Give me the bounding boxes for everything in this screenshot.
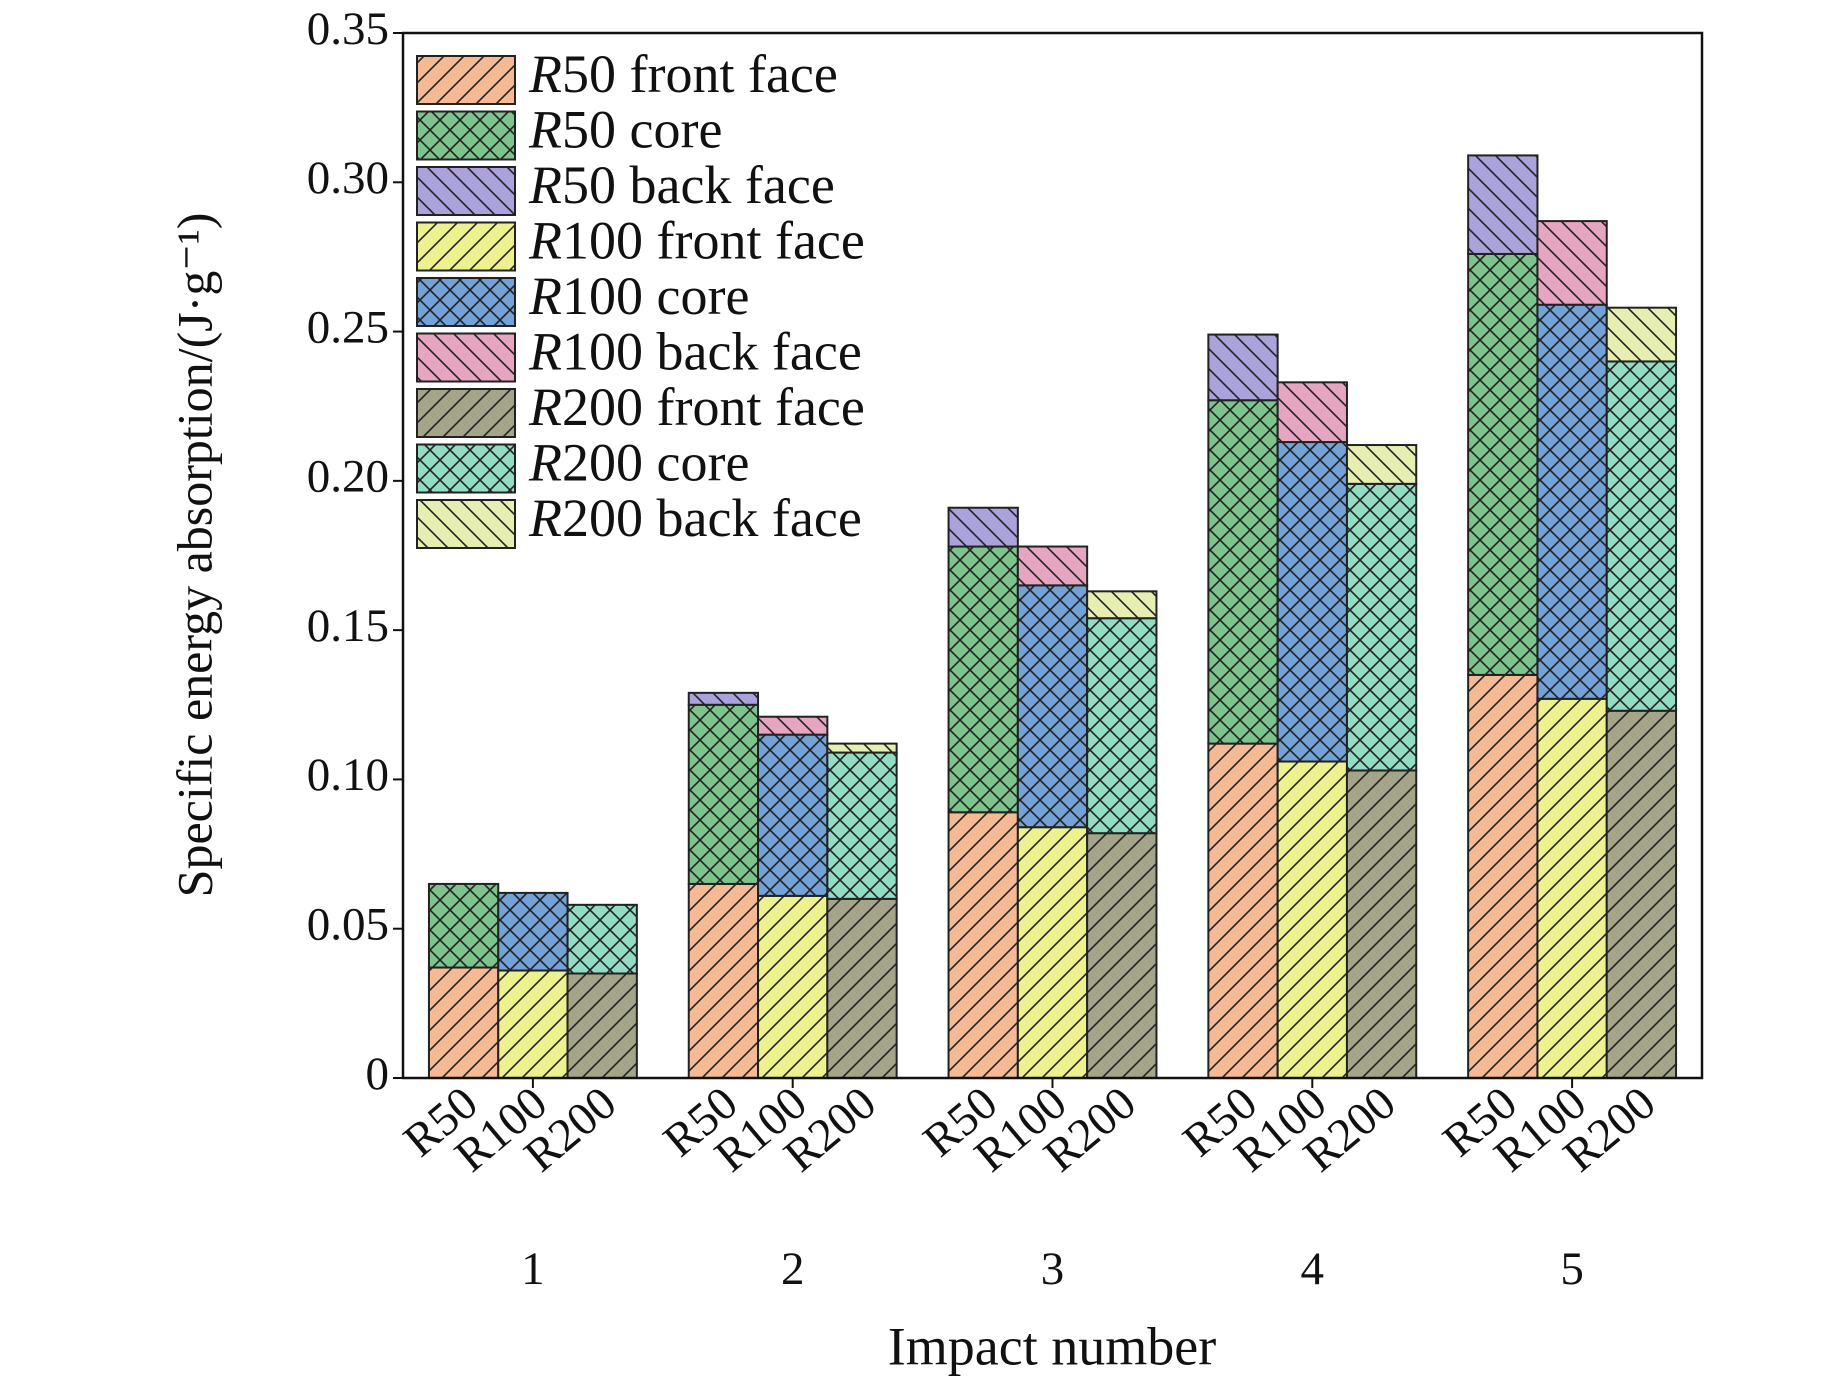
legend-label: R200 back face bbox=[528, 488, 862, 548]
legend-label: R100 core bbox=[528, 266, 749, 326]
legend-label: R100 back face bbox=[528, 322, 862, 382]
legend-swatch bbox=[416, 55, 516, 105]
bar-segment bbox=[1016, 826, 1089, 1080]
y-tick-label: 0.30 bbox=[307, 152, 389, 204]
bar-segment bbox=[1276, 760, 1348, 1079]
bar-segment bbox=[1467, 252, 1539, 676]
bar-segment bbox=[566, 903, 638, 975]
bar-segment bbox=[687, 691, 760, 706]
y-tick-label: 0.20 bbox=[307, 451, 389, 503]
legend-label: R100 front face bbox=[528, 211, 865, 271]
legend-swatch bbox=[416, 277, 516, 327]
legend-label: R50 front face bbox=[528, 44, 838, 104]
y-tick-label: 0 bbox=[366, 1048, 390, 1100]
bar-segment bbox=[947, 545, 1019, 814]
legend-label: R50 core bbox=[528, 100, 722, 160]
x-tick-label: 4 bbox=[1301, 1243, 1325, 1295]
bar-segment bbox=[497, 969, 569, 1079]
bar-segment bbox=[757, 715, 829, 736]
bar-segment bbox=[826, 751, 898, 900]
bar-segment bbox=[947, 811, 1019, 1079]
bar-segment bbox=[1605, 306, 1678, 363]
bar-segment bbox=[427, 882, 500, 969]
legend-label: R200 core bbox=[528, 433, 749, 493]
bar-segment bbox=[687, 882, 760, 1080]
x-tick-label: 5 bbox=[1560, 1243, 1584, 1295]
bar-segment bbox=[1536, 303, 1608, 700]
bar-segment bbox=[1345, 482, 1418, 772]
bar-segment bbox=[566, 972, 638, 1079]
bar-segment bbox=[826, 897, 898, 1079]
bar-segment bbox=[687, 703, 760, 885]
bar-segment bbox=[757, 733, 829, 897]
bar-segment bbox=[1467, 673, 1539, 1080]
bar-segment bbox=[1086, 590, 1158, 620]
legend-swatch bbox=[416, 221, 516, 272]
legend-swatch bbox=[416, 332, 516, 383]
bar-segment bbox=[1605, 360, 1678, 712]
bar-segment bbox=[1207, 333, 1279, 402]
y-tick-label: 0.25 bbox=[307, 301, 389, 353]
bar-segment bbox=[947, 506, 1019, 548]
x-tick-label: 3 bbox=[1041, 1243, 1065, 1295]
y-tick-label: 0.15 bbox=[307, 600, 389, 652]
bar-segment bbox=[1276, 381, 1348, 444]
legend-label: R200 front face bbox=[528, 377, 865, 437]
legend-swatch bbox=[416, 388, 516, 438]
legend-label: R50 back face bbox=[528, 155, 835, 215]
bar-segment bbox=[1086, 832, 1158, 1080]
y-axis-title: Specific energy absorption/(J·g⁻¹) bbox=[166, 213, 222, 898]
bar-segment bbox=[1207, 742, 1279, 1079]
bar-segment bbox=[1536, 220, 1608, 306]
bar-segment bbox=[1207, 399, 1279, 745]
y-tick-label: 0.10 bbox=[307, 749, 389, 801]
x-tick-label: 1 bbox=[521, 1243, 545, 1295]
bar-segment bbox=[1276, 441, 1348, 763]
x-tick-label: 2 bbox=[781, 1243, 805, 1295]
y-tick-label: 0.35 bbox=[307, 3, 389, 55]
legend-swatch bbox=[416, 166, 516, 216]
bar-segment bbox=[497, 891, 569, 972]
plot-frame bbox=[401, 31, 1704, 1080]
y-tick-label: 0.05 bbox=[307, 898, 389, 950]
bar-segment bbox=[757, 894, 829, 1079]
legend-swatch bbox=[416, 110, 516, 161]
bar-segment bbox=[826, 742, 898, 754]
bar-segment bbox=[1605, 709, 1678, 1079]
bar-segment bbox=[1467, 154, 1539, 255]
bar-segment bbox=[1345, 444, 1418, 485]
bar-segment bbox=[1345, 769, 1418, 1079]
legend-swatch bbox=[416, 499, 516, 549]
bar-segment bbox=[1086, 617, 1158, 835]
bar-segment bbox=[1016, 545, 1089, 587]
bar-segment bbox=[427, 966, 500, 1079]
bar-segment bbox=[1536, 697, 1608, 1079]
x-axis-title: Impact number bbox=[888, 1316, 1216, 1376]
legend-swatch bbox=[416, 443, 516, 494]
bar-segment bbox=[1016, 584, 1089, 829]
